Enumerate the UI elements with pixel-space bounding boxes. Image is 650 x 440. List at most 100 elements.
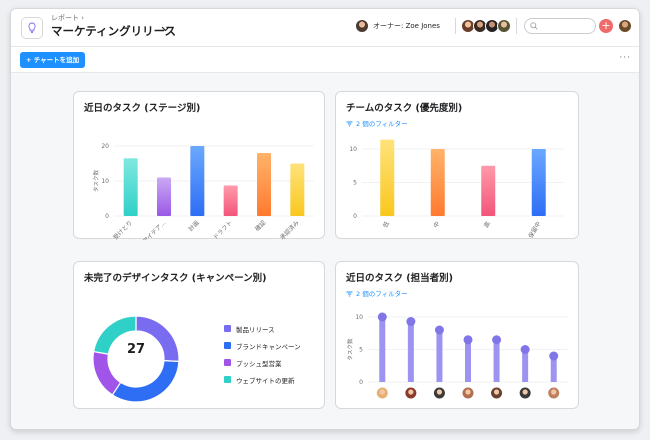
breadcrumb-label[interactable]: レポート bbox=[51, 14, 79, 22]
bar bbox=[290, 163, 305, 216]
chart-legend: 製品リリースブランドキャンペーン プッシュ型営業ウェブサイトの更新 bbox=[224, 320, 301, 388]
donut-slice bbox=[92, 315, 137, 355]
lollipop-head bbox=[463, 335, 473, 345]
legend-item: プッシュ型営業 bbox=[224, 354, 301, 371]
report-logo-icon[interactable] bbox=[21, 17, 43, 39]
page-title: マーケティングリリース bbox=[51, 24, 177, 38]
chart-card-stage[interactable]: 近日のタスク (ステージ別) 0 10 20 タスク数受けとり アイデア... 計画 ドラフ… bbox=[73, 91, 325, 240]
y-axis-label: タスク数 bbox=[346, 338, 354, 361]
owner-avatar bbox=[355, 19, 369, 33]
lollipop-head bbox=[406, 317, 416, 327]
owner-label: オーナー: Zoe Jones bbox=[373, 22, 440, 30]
lollipop-head bbox=[549, 351, 559, 361]
top-header: レポート › マーケティングリリース オーナー: Zoe Jones + bbox=[11, 9, 639, 47]
card-title: 未完了のデザインタスク (キャンペーン別) bbox=[84, 273, 267, 284]
x-tick-label: 中 bbox=[432, 220, 442, 229]
legend-swatch bbox=[224, 342, 231, 349]
x-tick-label: 保留中 bbox=[527, 220, 543, 240]
y-axis-label: タスク数 bbox=[92, 170, 100, 193]
chart-card-campaign[interactable]: 未完了のデザインタスク (キャンペーン別) 27 製品リリースブランドキャンペー… bbox=[73, 261, 325, 409]
card-title: 近日のタスク (ステージ別) bbox=[84, 103, 201, 114]
bar bbox=[430, 149, 445, 216]
legend-label: 製品リリース bbox=[236, 325, 275, 334]
x-tick-label: 高 bbox=[482, 220, 492, 229]
divider bbox=[516, 18, 517, 34]
filter-link[interactable]: 2 個のフィルター bbox=[346, 118, 408, 128]
more-options-icon[interactable]: ··· bbox=[619, 53, 631, 63]
y-tick-label: 10 bbox=[349, 146, 357, 153]
legend-item: 製品リリース bbox=[224, 320, 301, 337]
assignee-lollipop-chart: 0 5 10 タスク数 bbox=[346, 312, 568, 400]
avatar bbox=[497, 19, 511, 33]
filter-label[interactable]: 2 個のフィルター bbox=[356, 120, 408, 128]
campaign-donut-chart bbox=[92, 315, 180, 403]
add-chart-button[interactable]: + チャートを追加 bbox=[20, 52, 86, 68]
bar bbox=[257, 153, 271, 216]
member-avatars[interactable] bbox=[461, 19, 511, 33]
legend-label: プッシュ型営業 bbox=[236, 359, 282, 368]
x-tick-label: 計画 bbox=[187, 219, 201, 233]
filter-label[interactable]: 2 個のフィルター bbox=[356, 290, 408, 298]
assignee-avatar-face bbox=[408, 389, 414, 395]
owner-info[interactable]: オーナー: Zoe Jones bbox=[355, 19, 440, 33]
assignee-avatar-face bbox=[522, 389, 528, 395]
assignee-avatar-face bbox=[379, 389, 385, 395]
donut-slice bbox=[111, 359, 180, 403]
x-tick-label: ドラフト bbox=[212, 219, 234, 240]
lollipop-stem bbox=[522, 349, 529, 382]
filter-icon bbox=[346, 121, 353, 127]
x-tick-label: 受けとり bbox=[111, 219, 134, 240]
chart-card-assignee[interactable]: 近日のタスク (担当者別) 2 個のフィルター 0 5 10 タスク数 bbox=[335, 261, 579, 409]
quick-add-button[interactable]: + bbox=[599, 19, 613, 33]
y-tick-label: 5 bbox=[353, 180, 357, 187]
bar bbox=[223, 185, 238, 216]
lollipop-head bbox=[520, 345, 530, 354]
y-tick-label: 5 bbox=[359, 347, 363, 354]
search-icon bbox=[530, 22, 538, 30]
chart-card-priority[interactable]: チームのタスク (優先度別) 2 個のフィルター 0 5 10 低 中 高 保留中 bbox=[335, 91, 579, 240]
app-window: レポート › マーケティングリリース オーナー: Zoe Jones + + チ… bbox=[10, 8, 640, 430]
search-input[interactable] bbox=[524, 18, 596, 34]
bar bbox=[157, 177, 171, 216]
chevron-down-icon[interactable] bbox=[161, 26, 170, 32]
x-tick-label: アイデア... bbox=[141, 219, 168, 240]
y-tick-label: 0 bbox=[359, 379, 363, 386]
y-tick-label: 0 bbox=[353, 213, 357, 220]
card-title: 近日のタスク (担当者別) bbox=[346, 273, 453, 284]
legend-label: ブランドキャンペーン bbox=[236, 342, 301, 351]
x-tick-label: 低 bbox=[381, 220, 391, 229]
bar bbox=[123, 158, 138, 216]
lollipop-stem bbox=[465, 339, 471, 382]
legend-swatch bbox=[224, 325, 231, 332]
lollipop-stem bbox=[407, 321, 414, 382]
x-tick-label: 確認 bbox=[253, 219, 267, 233]
legend-swatch bbox=[224, 359, 231, 366]
lollipop-head bbox=[434, 325, 444, 335]
current-user-avatar[interactable] bbox=[618, 19, 632, 33]
bar bbox=[380, 139, 395, 216]
x-tick-label: 承認済み bbox=[278, 219, 301, 240]
assignee-avatar-face bbox=[493, 389, 500, 395]
assignee-avatar-face bbox=[465, 389, 471, 395]
y-tick-label: 0 bbox=[105, 213, 109, 220]
y-tick-label: 20 bbox=[101, 143, 109, 150]
filter-link[interactable]: 2 個のフィルター bbox=[346, 288, 408, 298]
legend-label: ウェブサイトの更新 bbox=[236, 376, 295, 385]
legend-swatch bbox=[224, 376, 231, 383]
lollipop-stem bbox=[550, 356, 557, 382]
legend-item: ウェブサイトの更新 bbox=[224, 371, 301, 388]
donut-slice bbox=[92, 350, 122, 396]
filter-icon bbox=[346, 291, 353, 297]
assignee-avatar-face bbox=[551, 389, 557, 395]
y-tick-label: 10 bbox=[355, 314, 363, 321]
y-tick-label: 10 bbox=[101, 178, 109, 185]
toolbar: + チャートを追加 ··· bbox=[11, 47, 639, 73]
lollipop-stem bbox=[493, 339, 500, 382]
breadcrumb[interactable]: レポート › bbox=[51, 14, 85, 22]
legend-item: ブランドキャンペーン bbox=[224, 337, 301, 354]
priority-bar-chart: 0 5 10 低 中 高 保留中 bbox=[349, 139, 564, 240]
bar bbox=[531, 149, 546, 216]
bar bbox=[190, 146, 205, 216]
donut-total: 27 bbox=[126, 342, 146, 357]
